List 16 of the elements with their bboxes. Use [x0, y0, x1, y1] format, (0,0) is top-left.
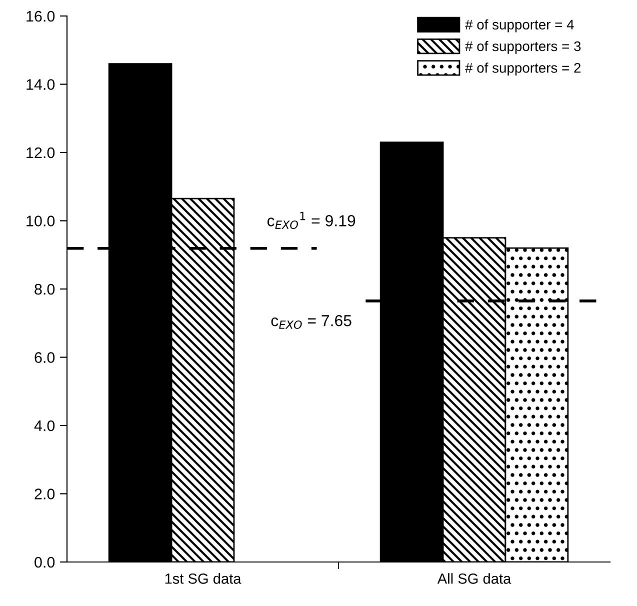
y-tick-label: 14.0 [26, 79, 55, 90]
legend-label: # of supporter = 4 [465, 19, 574, 32]
y-tick-label: 16.0 [26, 10, 55, 22]
legend-label: # of supporters = 3 [465, 40, 581, 54]
x-tick-label: All SG data [437, 573, 512, 584]
y-tick-label: 0.0 [34, 556, 55, 568]
ref-line-label: c$_{EXO}$ = 7.65 [271, 314, 352, 329]
x-tick-label: 1st SG data [165, 573, 242, 584]
y-tick-label: 8.0 [34, 284, 55, 295]
y-tick-label: 2.0 [34, 488, 55, 500]
y-tick-label: 10.0 [26, 216, 55, 226]
ref-line-label: c$_{EXO}$$^{1}$ = 9.19 [267, 212, 356, 229]
legend-label: # of supporters = 2 [465, 62, 581, 76]
y-tick-label: 6.0 [34, 352, 55, 363]
y-tick-label: 4.0 [34, 420, 55, 432]
y-tick-label: 12.0 [26, 147, 55, 158]
